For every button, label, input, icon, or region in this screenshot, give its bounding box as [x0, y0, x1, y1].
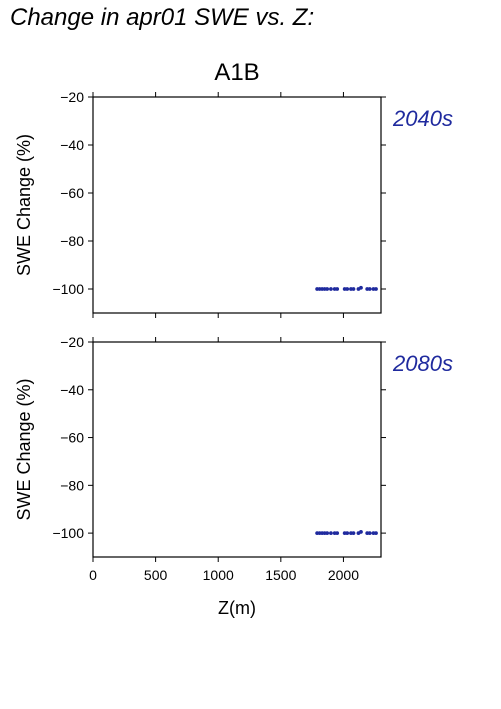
data-point — [367, 531, 372, 536]
y-tick-label: −40 — [60, 137, 84, 153]
y-tick-label: −20 — [60, 334, 84, 350]
y-tick-label: −100 — [52, 281, 84, 297]
y-tick-label: −40 — [60, 382, 84, 398]
period-label: 2040s — [392, 106, 453, 131]
y-tick-label: −80 — [60, 233, 84, 249]
data-point — [329, 287, 333, 291]
x-axis-label: Z(m) — [218, 598, 256, 618]
data-point — [367, 287, 372, 291]
data-point — [335, 531, 340, 536]
panel-2040s: −20 −40 −60 −80 −100 SWE Change (%) 2040s — [14, 89, 453, 318]
data-point — [351, 531, 356, 536]
data-point — [345, 531, 350, 536]
chart-title: A1B — [214, 59, 259, 86]
x-tick-label: 0 — [89, 567, 97, 583]
page-title: Change in apr01 SWE vs. Z: — [10, 4, 315, 31]
x-tick-label: 2000 — [328, 567, 359, 583]
x-tick-label: 1500 — [265, 567, 296, 583]
y-tick-label: −20 — [60, 89, 84, 105]
data-point — [359, 530, 363, 534]
y-tick-label: −100 — [52, 525, 84, 541]
data-point — [374, 287, 378, 291]
x-tick-label: 1000 — [203, 567, 234, 583]
data-point — [335, 287, 340, 291]
panel-2080s: −20 −40 −60 −80 −100 0 500 1000 1500 2000 SWE Chan… — [14, 334, 453, 583]
y-axis-label: SWE Change (%) — [14, 378, 34, 520]
period-label: 2080s — [392, 351, 453, 376]
data-point — [345, 287, 350, 291]
data-point — [325, 531, 330, 536]
data-point — [329, 531, 333, 536]
data-point — [359, 285, 363, 290]
data-point — [325, 287, 330, 291]
data-point — [374, 531, 378, 536]
y-axis-label: SWE Change (%) — [14, 134, 34, 276]
data-point — [351, 287, 356, 291]
y-tick-label: −80 — [60, 477, 84, 493]
x-tick-label: 500 — [144, 567, 168, 583]
plot-frame — [92, 341, 382, 558]
plot-frame — [92, 96, 382, 314]
y-tick-label: −60 — [60, 185, 84, 201]
y-tick-label: −60 — [60, 430, 84, 446]
